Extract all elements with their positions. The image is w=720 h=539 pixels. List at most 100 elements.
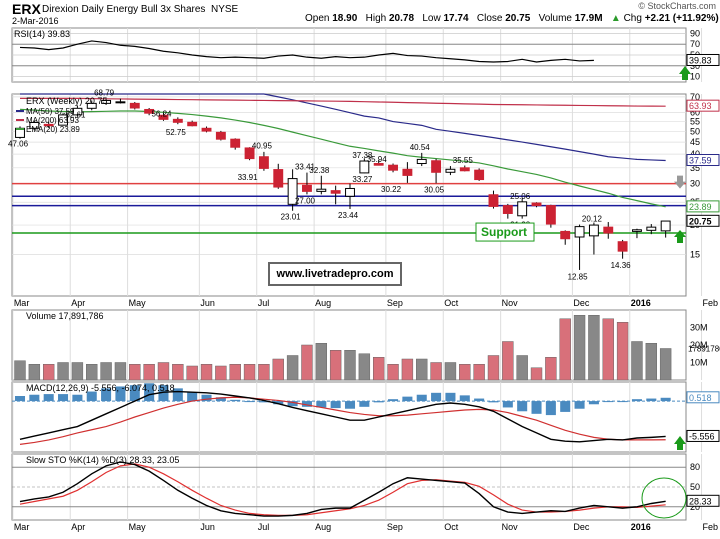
price-label: 40.54 — [410, 143, 431, 152]
macd-histogram-bar — [187, 392, 198, 402]
watermark: © StockCharts.com — [638, 1, 716, 11]
volume-bar — [444, 362, 457, 381]
panel-frame-3 — [11, 381, 687, 453]
price-label: 35.55 — [453, 156, 474, 165]
macd-histogram-bar — [330, 401, 341, 409]
macd-histogram-bar — [230, 399, 241, 402]
price-tick-label: 60 — [690, 108, 700, 118]
macd-value-label: -5.556 — [689, 431, 715, 441]
volume-bar — [272, 358, 284, 381]
macd-histogram-bar — [588, 401, 599, 405]
volume-bar — [358, 353, 371, 381]
sto-tick-label: 80 — [690, 462, 700, 472]
price-value-box — [686, 99, 720, 112]
price-label: 30.05 — [424, 185, 445, 194]
rsi-value-box — [686, 53, 720, 66]
price-tick-label: 70 — [690, 92, 700, 102]
candle — [517, 201, 528, 217]
candle — [502, 205, 513, 214]
candle — [388, 164, 398, 171]
price-label: 12.85 — [568, 272, 589, 281]
candle — [588, 224, 599, 237]
macd-histogram-bar — [43, 394, 54, 402]
volume-bar — [57, 362, 69, 381]
volume-bar — [28, 364, 41, 381]
candle — [373, 163, 384, 166]
candle — [58, 114, 68, 126]
rsi-tick-label: 10 — [690, 72, 700, 82]
volume-tick-label: 30M — [690, 323, 708, 333]
price-label: 56.24 — [151, 109, 172, 118]
ema20-line — [19, 108, 666, 208]
candle — [560, 230, 571, 240]
price-label: 23.01 — [281, 213, 302, 222]
volume-bar — [487, 355, 500, 381]
volume-tick-label: 20M — [690, 340, 708, 350]
price-label: 47.06 — [8, 140, 29, 149]
x-axis-label-bottom: May — [129, 522, 147, 532]
price-label: 23.44 — [338, 211, 359, 220]
x-axis-label: Sep — [387, 298, 403, 308]
candle — [29, 121, 40, 129]
candle — [201, 127, 212, 132]
macd-histogram-bar — [502, 401, 513, 408]
candle — [230, 138, 241, 148]
price-value-label: 23.89 — [689, 202, 712, 212]
price-label: 25.06 — [510, 192, 531, 201]
volume-bar — [430, 362, 442, 381]
price-tick-label: 50 — [690, 126, 700, 136]
price-tick-label: 15 — [690, 250, 700, 260]
price-label: 32.38 — [309, 166, 330, 175]
candle — [617, 241, 628, 252]
volume-last-label: 17891786 — [688, 345, 720, 354]
volume-bar — [387, 364, 399, 381]
sto-value-box — [686, 494, 720, 507]
macd-histogram-bar — [402, 396, 413, 402]
x-axis-label: Oct — [444, 298, 459, 308]
x-axis-label-bottom: Apr — [71, 522, 85, 532]
volume-tick-label: 10M — [690, 358, 708, 368]
rsi-tick-label: 70 — [690, 39, 700, 49]
x-axis-label: Mar — [14, 298, 30, 308]
volume-bar — [143, 364, 155, 381]
macd-up-arrow-icon — [674, 436, 686, 450]
candle — [101, 99, 112, 104]
sto-value-label: 28.33 — [689, 496, 712, 506]
candle — [316, 188, 327, 192]
candle — [646, 226, 657, 231]
candle — [215, 131, 226, 140]
price-value-label: 63.93 — [689, 101, 712, 111]
macd-histogram-bar — [574, 401, 585, 409]
macd-histogram-bar — [115, 386, 126, 402]
candle — [330, 190, 341, 194]
price-label: 40.95 — [252, 142, 273, 151]
macd-histogram-bar — [474, 398, 485, 402]
macd-histogram-bar — [244, 401, 255, 403]
price-tick-label: 35 — [690, 163, 700, 173]
candle — [273, 169, 284, 188]
macd-histogram-bar — [631, 399, 642, 402]
x-axis-label: 2016 — [631, 298, 651, 308]
price-label: 33.27 — [352, 175, 373, 184]
x-axis-label-bottom: Nov — [502, 522, 519, 532]
macd-histogram-bar — [316, 401, 327, 408]
candle — [531, 202, 542, 207]
volume-bar — [200, 364, 213, 381]
price-tick-label: 45 — [690, 137, 700, 147]
macd-histogram-bar — [617, 401, 628, 403]
candle — [603, 226, 614, 234]
volume-bar — [71, 362, 84, 381]
candle — [187, 121, 198, 127]
candle — [144, 108, 155, 114]
macd-histogram-bar — [660, 397, 671, 402]
volume-bar — [616, 322, 629, 381]
x-axis-label-bottom: Sep — [387, 522, 403, 532]
volume-bar — [100, 362, 112, 381]
price-value-box — [686, 154, 720, 167]
macd-histogram-bar — [603, 401, 614, 403]
volume-bar — [459, 364, 471, 381]
price-tick-label: 30 — [690, 179, 700, 189]
candle — [115, 101, 126, 104]
sto-title: Slow STO %K(14) %D(3) 28.33, 23.05 — [26, 455, 179, 465]
volume-bar — [129, 364, 141, 381]
